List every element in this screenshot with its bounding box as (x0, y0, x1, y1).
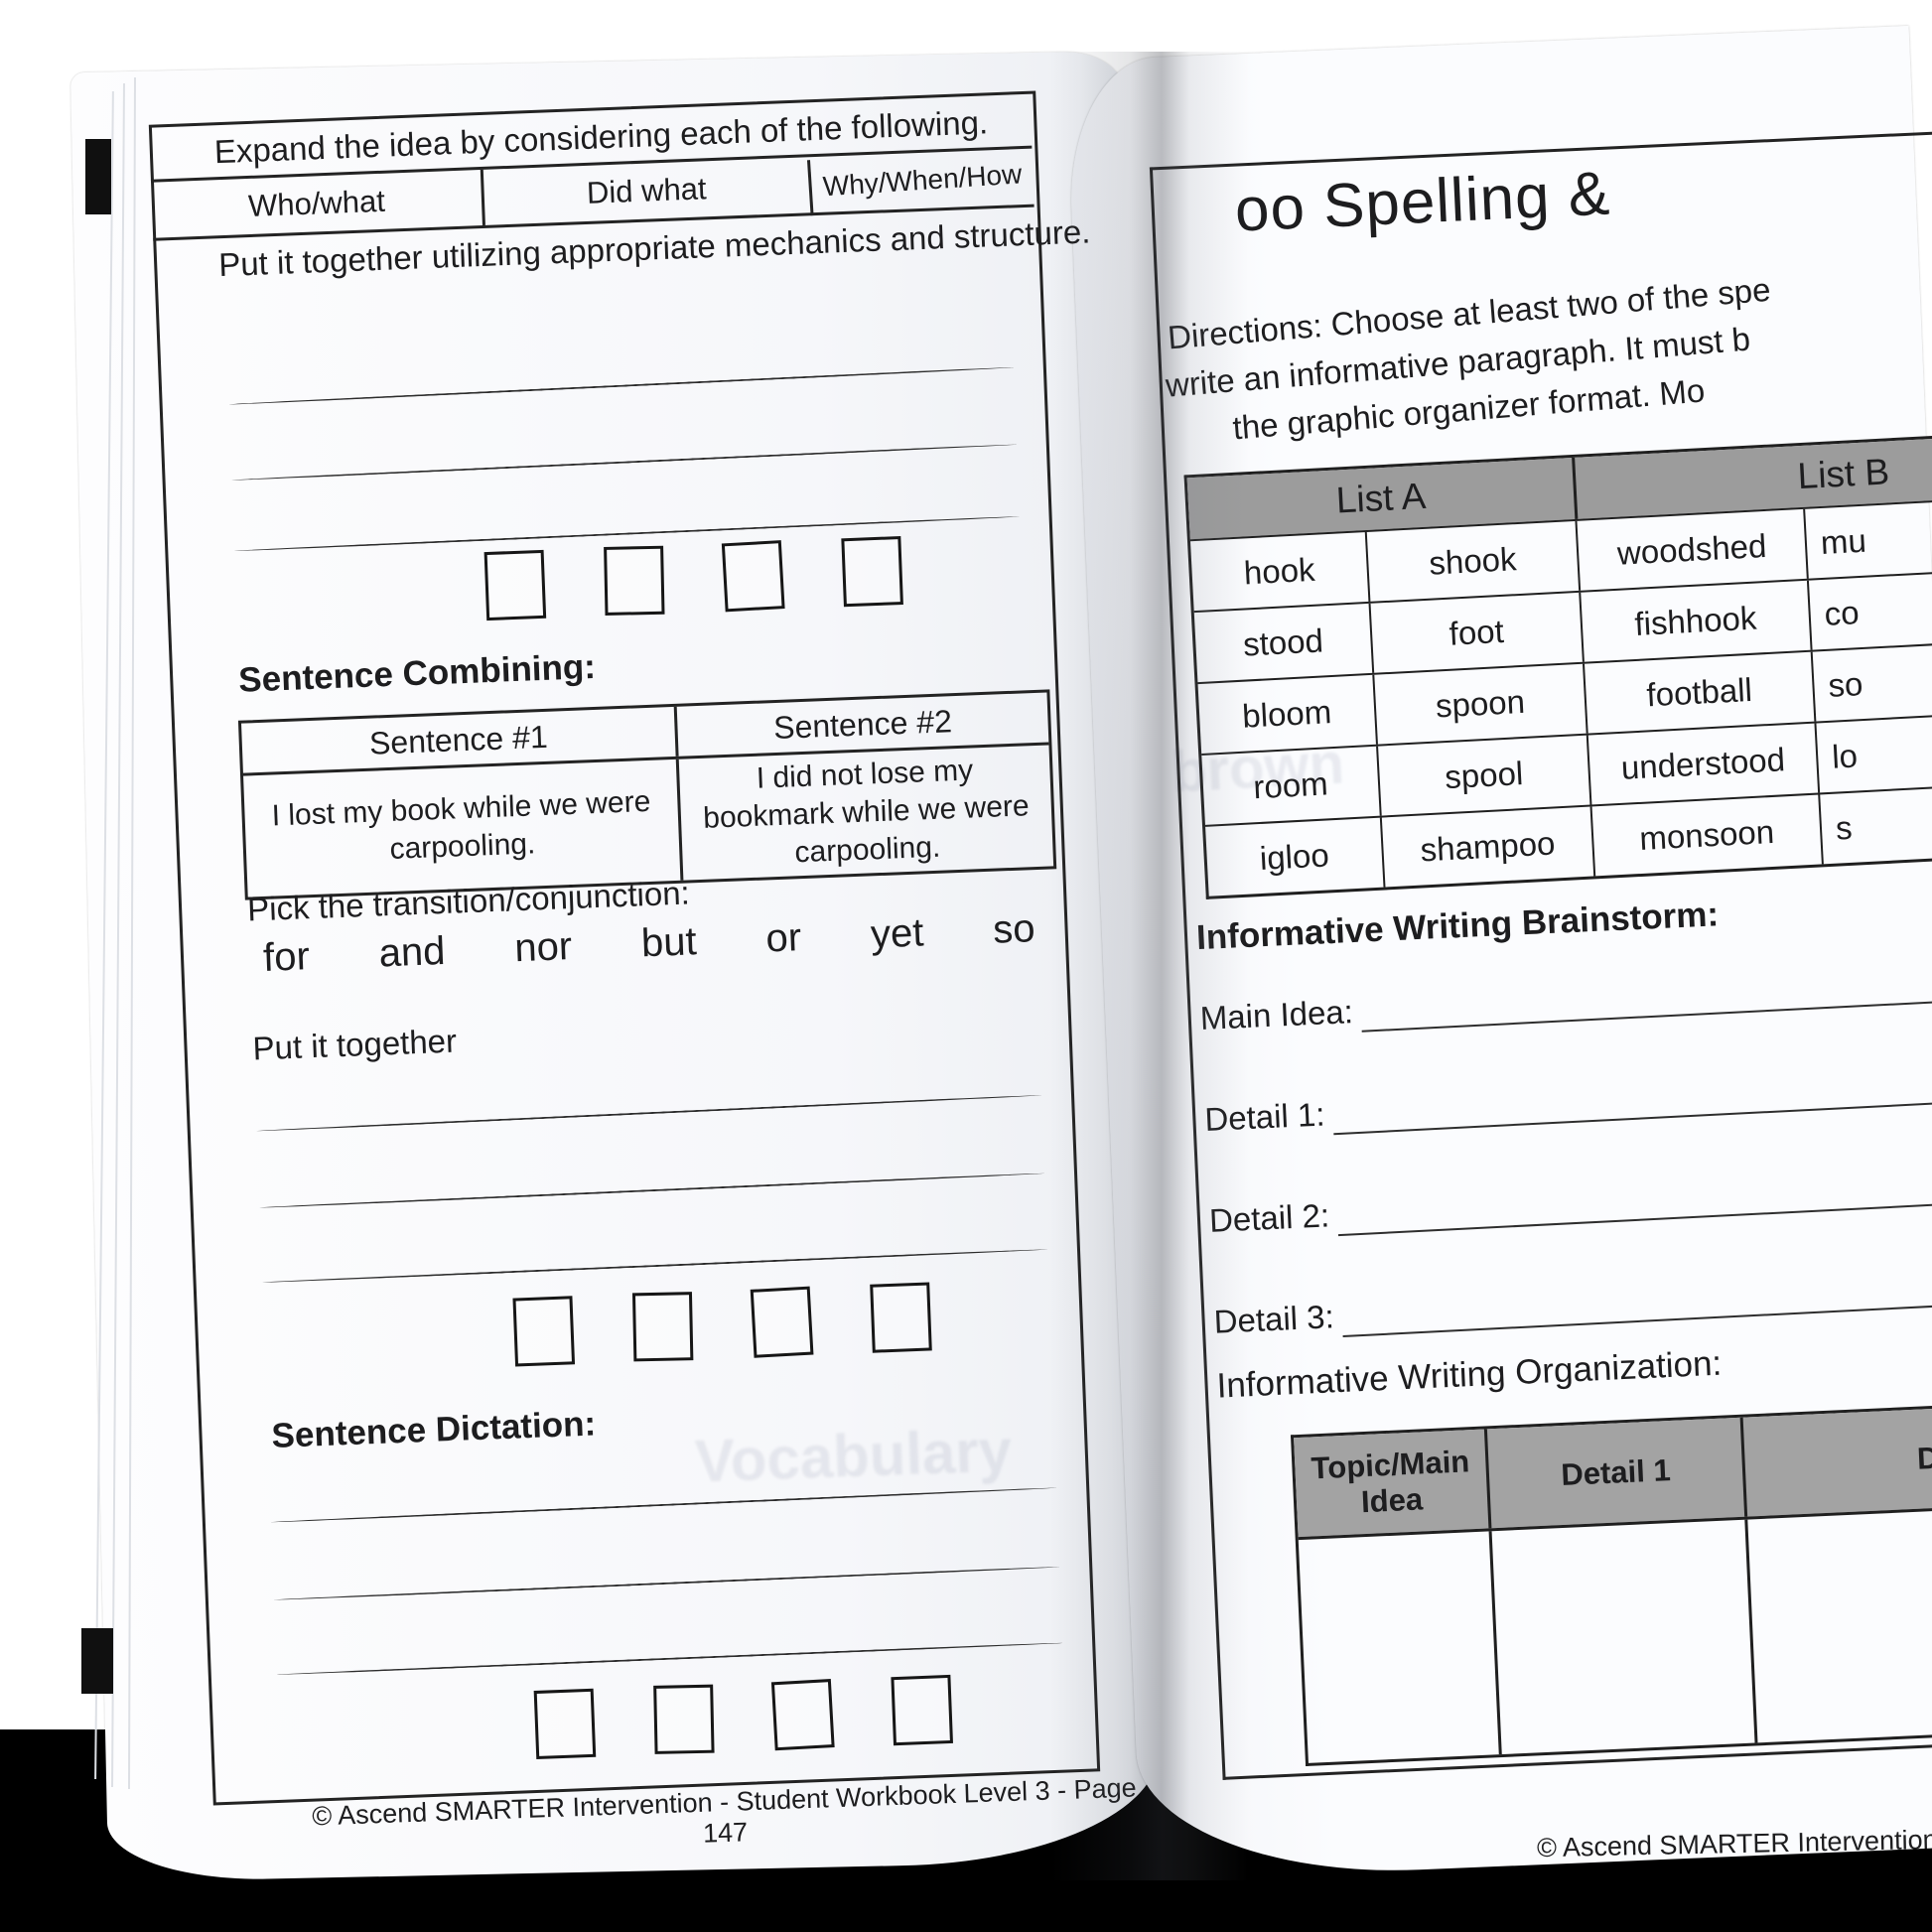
left-worksheet: Expand the idea by considering each of t… (148, 90, 1101, 1806)
topic-main-idea-header: Topic/Main Idea (1310, 1444, 1470, 1520)
spelling-word-table: List A List B hook shook woodshed mu sto… (1183, 426, 1932, 899)
writing-line (270, 1486, 1057, 1524)
conjunction-option: and (377, 928, 447, 976)
expand-header-who-what: Who/what (247, 183, 386, 223)
writing-line (273, 1566, 1060, 1601)
word-cell: football (1583, 651, 1815, 734)
checkbox (750, 1286, 814, 1358)
word-cell: monsoon (1589, 794, 1822, 877)
checkbox (512, 1296, 576, 1367)
word-cell: shampoo (1379, 806, 1594, 888)
word-cell: spoon (1372, 663, 1587, 745)
conjunction-option: or (764, 915, 802, 961)
writing-line (230, 443, 1017, 482)
main-idea-label: Main Idea: (1198, 993, 1354, 1037)
checkbox (631, 1292, 694, 1362)
sentence-combining-heading: Sentence Combining: (237, 646, 597, 700)
word-cell: woodshed (1575, 508, 1807, 591)
word-cell: shook (1364, 520, 1580, 602)
word-cell: room (1252, 764, 1329, 806)
sentence-dictation-heading: Sentence Dictation: (270, 1404, 597, 1455)
empty-cell (1299, 1531, 1499, 1762)
clip-mark (85, 139, 111, 214)
word-cell: stood (1242, 621, 1324, 663)
put-it-together-label: Put it together (251, 1022, 458, 1067)
word-cell: foot (1368, 592, 1583, 673)
writing-line (261, 1248, 1048, 1284)
word-cell: igloo (1258, 836, 1330, 878)
conjunction-option: but (640, 919, 698, 966)
checkbox-row (512, 1282, 932, 1367)
right-worksheet: oo Spelling & Directions: Choose at leas… (1140, 91, 1932, 1873)
writing-line (255, 1094, 1042, 1133)
checkbox (770, 1679, 835, 1751)
writing-line (276, 1641, 1063, 1676)
checkbox (533, 1688, 597, 1760)
checkbox (891, 1674, 953, 1746)
detail-3-label: Detail 3: (1212, 1298, 1335, 1340)
empty-cell (1744, 1498, 1932, 1743)
writing-line (258, 1172, 1045, 1209)
conjunction-option: for (262, 934, 311, 980)
detail-2-label: Detail 2: (1208, 1196, 1330, 1239)
writing-line (227, 366, 1014, 406)
clip-mark (81, 1628, 113, 1694)
organization-table-body-row (1298, 1495, 1932, 1763)
checkbox (483, 549, 547, 621)
conjunction-option: yet (870, 910, 925, 957)
conjunction-option: so (992, 906, 1036, 952)
checkbox-row (483, 536, 903, 621)
word-cell: fishhook (1579, 580, 1811, 662)
detail-1-label: Detail 1: (1203, 1095, 1326, 1138)
checkbox (870, 1282, 932, 1353)
organization-table: Topic/Main Idea Detail 1 Detail 2 (1290, 1393, 1932, 1767)
checkbox-row (533, 1674, 953, 1760)
word-cell: bloom (1241, 693, 1333, 735)
word-cell: spool (1376, 735, 1590, 816)
detail-1-header: Detail 1 (1483, 1417, 1745, 1529)
expand-header-why-when-how: Why/When/How (806, 145, 1035, 216)
checkbox (841, 536, 903, 608)
conjunction-option: nor (513, 924, 573, 971)
word-cell: hook (1242, 550, 1316, 592)
sentence-2-text: I did not lose my bookmark while we were… (675, 745, 1054, 881)
sentence-combining-table: Sentence #1 Sentence #2 I lost my book w… (237, 689, 1057, 900)
checkbox (721, 540, 785, 613)
detail-2-header: Detail 2 (1739, 1396, 1932, 1517)
word-cell: understood (1586, 723, 1819, 805)
expand-header-did-what: Did what (480, 157, 810, 225)
checkbox (604, 545, 665, 616)
empty-cell (1488, 1519, 1755, 1755)
checkbox (653, 1684, 715, 1754)
